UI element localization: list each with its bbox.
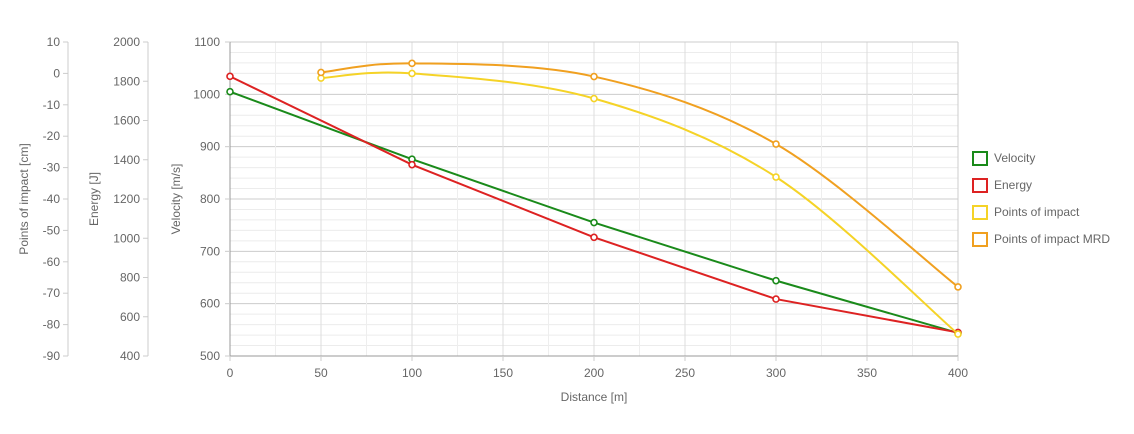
y-tick-label: 10 — [47, 35, 61, 49]
data-point[interactable] — [772, 276, 780, 285]
data-point[interactable] — [317, 68, 325, 77]
data-point[interactable] — [954, 283, 962, 291]
y-axis-energy: 2000 1800 1600 1400 1200 1000 800 600 400 Energy … — [87, 35, 149, 363]
y-tick-label: 1600 — [113, 114, 140, 128]
data-point[interactable] — [408, 160, 416, 169]
data-point[interactable] — [772, 173, 780, 181]
y-axis-title: Points of impact [cm] — [17, 143, 31, 254]
data-point[interactable] — [226, 72, 234, 81]
grid — [229, 41, 959, 357]
data-point[interactable] — [408, 59, 416, 68]
y-tick-label: -40 — [43, 192, 61, 206]
x-tick-label: 400 — [948, 366, 968, 380]
legend-item[interactable]: Velocity — [972, 151, 1035, 166]
y-tick-label: -90 — [43, 349, 61, 363]
y-tick-label: 700 — [200, 244, 220, 258]
legend-item[interactable]: Points of impact MRD — [972, 232, 1110, 247]
y-axis-velocity: 1100 1000 900 800 700 600 500 Velocity [m/s] — [169, 35, 231, 363]
x-axis-title: Distance [m] — [561, 390, 628, 404]
data-point[interactable] — [590, 233, 598, 242]
y-axis-title: Velocity [m/s] — [169, 164, 183, 235]
legend-label: Velocity — [994, 151, 1035, 165]
y-tick-label: 800 — [120, 271, 140, 285]
y-tick-label: 1000 — [113, 231, 140, 245]
legend-swatch — [972, 151, 988, 166]
data-point[interactable] — [772, 140, 780, 148]
y-tick-label: 900 — [200, 140, 220, 154]
x-tick-label: 200 — [584, 366, 604, 380]
y-tick-label: 600 — [200, 297, 220, 311]
x-tick-label: 300 — [766, 366, 786, 380]
y-tick-label: -70 — [43, 286, 61, 300]
data-point[interactable] — [590, 218, 598, 227]
series-points-of-impact-mrd — [317, 59, 962, 291]
y-tick-label: -20 — [43, 129, 61, 143]
series-line — [320, 62, 959, 288]
y-axes: 10 0 -10 -20 -30 -40 -50 -60 -70 -80 -90 Points of … — [17, 35, 231, 363]
y-tick-label: -60 — [43, 255, 61, 269]
x-tick-label: 150 — [493, 366, 513, 380]
data-point[interactable] — [408, 69, 416, 78]
legend-item[interactable]: Energy — [972, 178, 1032, 193]
y-tick-label: 600 — [120, 310, 140, 324]
x-tick-label: 350 — [857, 366, 877, 380]
legend-label: Points of impact — [994, 205, 1080, 219]
legend: Velocity Energy Points of impact Points of … — [972, 151, 1110, 247]
y-tick-label: 400 — [120, 349, 140, 363]
legend-swatch — [972, 232, 988, 247]
y-axis-impact: 10 0 -10 -20 -30 -40 -50 -60 -70 -80 -90 Points of … — [17, 35, 69, 363]
data-point[interactable] — [226, 87, 234, 96]
legend-item[interactable]: Points of impact — [972, 205, 1080, 220]
y-tick-label: 1000 — [193, 87, 220, 101]
y-tick-label: -50 — [43, 223, 61, 237]
x-tick-label: 250 — [675, 366, 695, 380]
data-point[interactable] — [590, 94, 598, 103]
data-point[interactable] — [772, 295, 780, 303]
legend-label: Points of impact MRD — [994, 232, 1110, 246]
x-tick-label: 50 — [314, 366, 328, 380]
x-tick-label: 0 — [227, 366, 234, 380]
series — [226, 59, 962, 338]
y-tick-label: 500 — [200, 349, 220, 363]
y-tick-label: -80 — [43, 318, 61, 332]
legend-swatch — [972, 178, 988, 193]
y-tick-label: 1100 — [194, 35, 220, 49]
y-tick-label: 2000 — [113, 35, 140, 49]
legend-label: Energy — [994, 178, 1032, 192]
x-axis: 0 50 100 150 200 250 300 350 400 Distance [m] — [227, 355, 968, 404]
y-tick-label: 1200 — [113, 192, 140, 206]
legend-swatch — [972, 205, 988, 220]
series-points-of-impact — [317, 69, 962, 338]
y-tick-label: 800 — [200, 192, 220, 206]
y-tick-label: 0 — [53, 66, 60, 80]
y-tick-label: -30 — [43, 161, 61, 175]
y-tick-label: 1800 — [113, 74, 140, 88]
data-point[interactable] — [590, 72, 598, 81]
y-tick-label: 1400 — [113, 153, 140, 167]
y-axis-title: Energy [J] — [87, 172, 101, 226]
x-tick-label: 100 — [402, 366, 422, 380]
y-tick-label: -10 — [43, 98, 61, 112]
series-line — [320, 71, 959, 335]
data-point[interactable] — [954, 330, 962, 338]
